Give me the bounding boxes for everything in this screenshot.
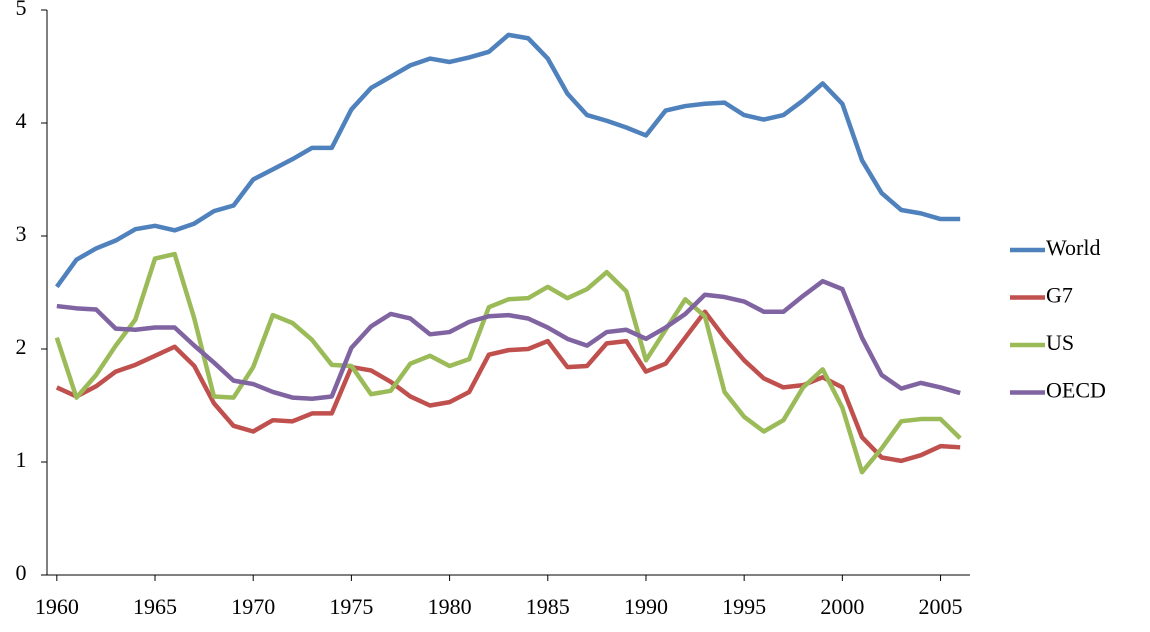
legend-label: World: [1046, 235, 1100, 260]
y-tick-label: 4: [16, 108, 27, 133]
y-tick-label: 3: [16, 221, 27, 246]
legend-label: US: [1046, 330, 1074, 355]
legend-label: G7: [1046, 283, 1073, 308]
series-line: [55, 309, 961, 464]
series-line: [56, 278, 961, 401]
y-tick-label: 5: [16, 0, 27, 20]
series-line: [54, 251, 962, 475]
x-tick-label: 1975: [329, 594, 373, 619]
x-tick-label: 1990: [624, 594, 668, 619]
x-tick-label: 1985: [526, 594, 570, 619]
legend-label: OECD: [1046, 378, 1106, 403]
x-tick-label: 1970: [231, 594, 275, 619]
x-tick-label: 1995: [722, 594, 766, 619]
y-tick-label: 2: [16, 334, 27, 359]
series-line: [54, 32, 961, 289]
x-tick-label: 2000: [820, 594, 864, 619]
y-tick-label: 1: [16, 447, 27, 472]
x-tick-label: 1960: [35, 594, 79, 619]
x-tick-label: 2005: [919, 594, 963, 619]
x-tick-label: 1965: [133, 594, 177, 619]
y-tick-label: 0: [16, 560, 27, 585]
x-tick-label: 1980: [428, 594, 472, 619]
